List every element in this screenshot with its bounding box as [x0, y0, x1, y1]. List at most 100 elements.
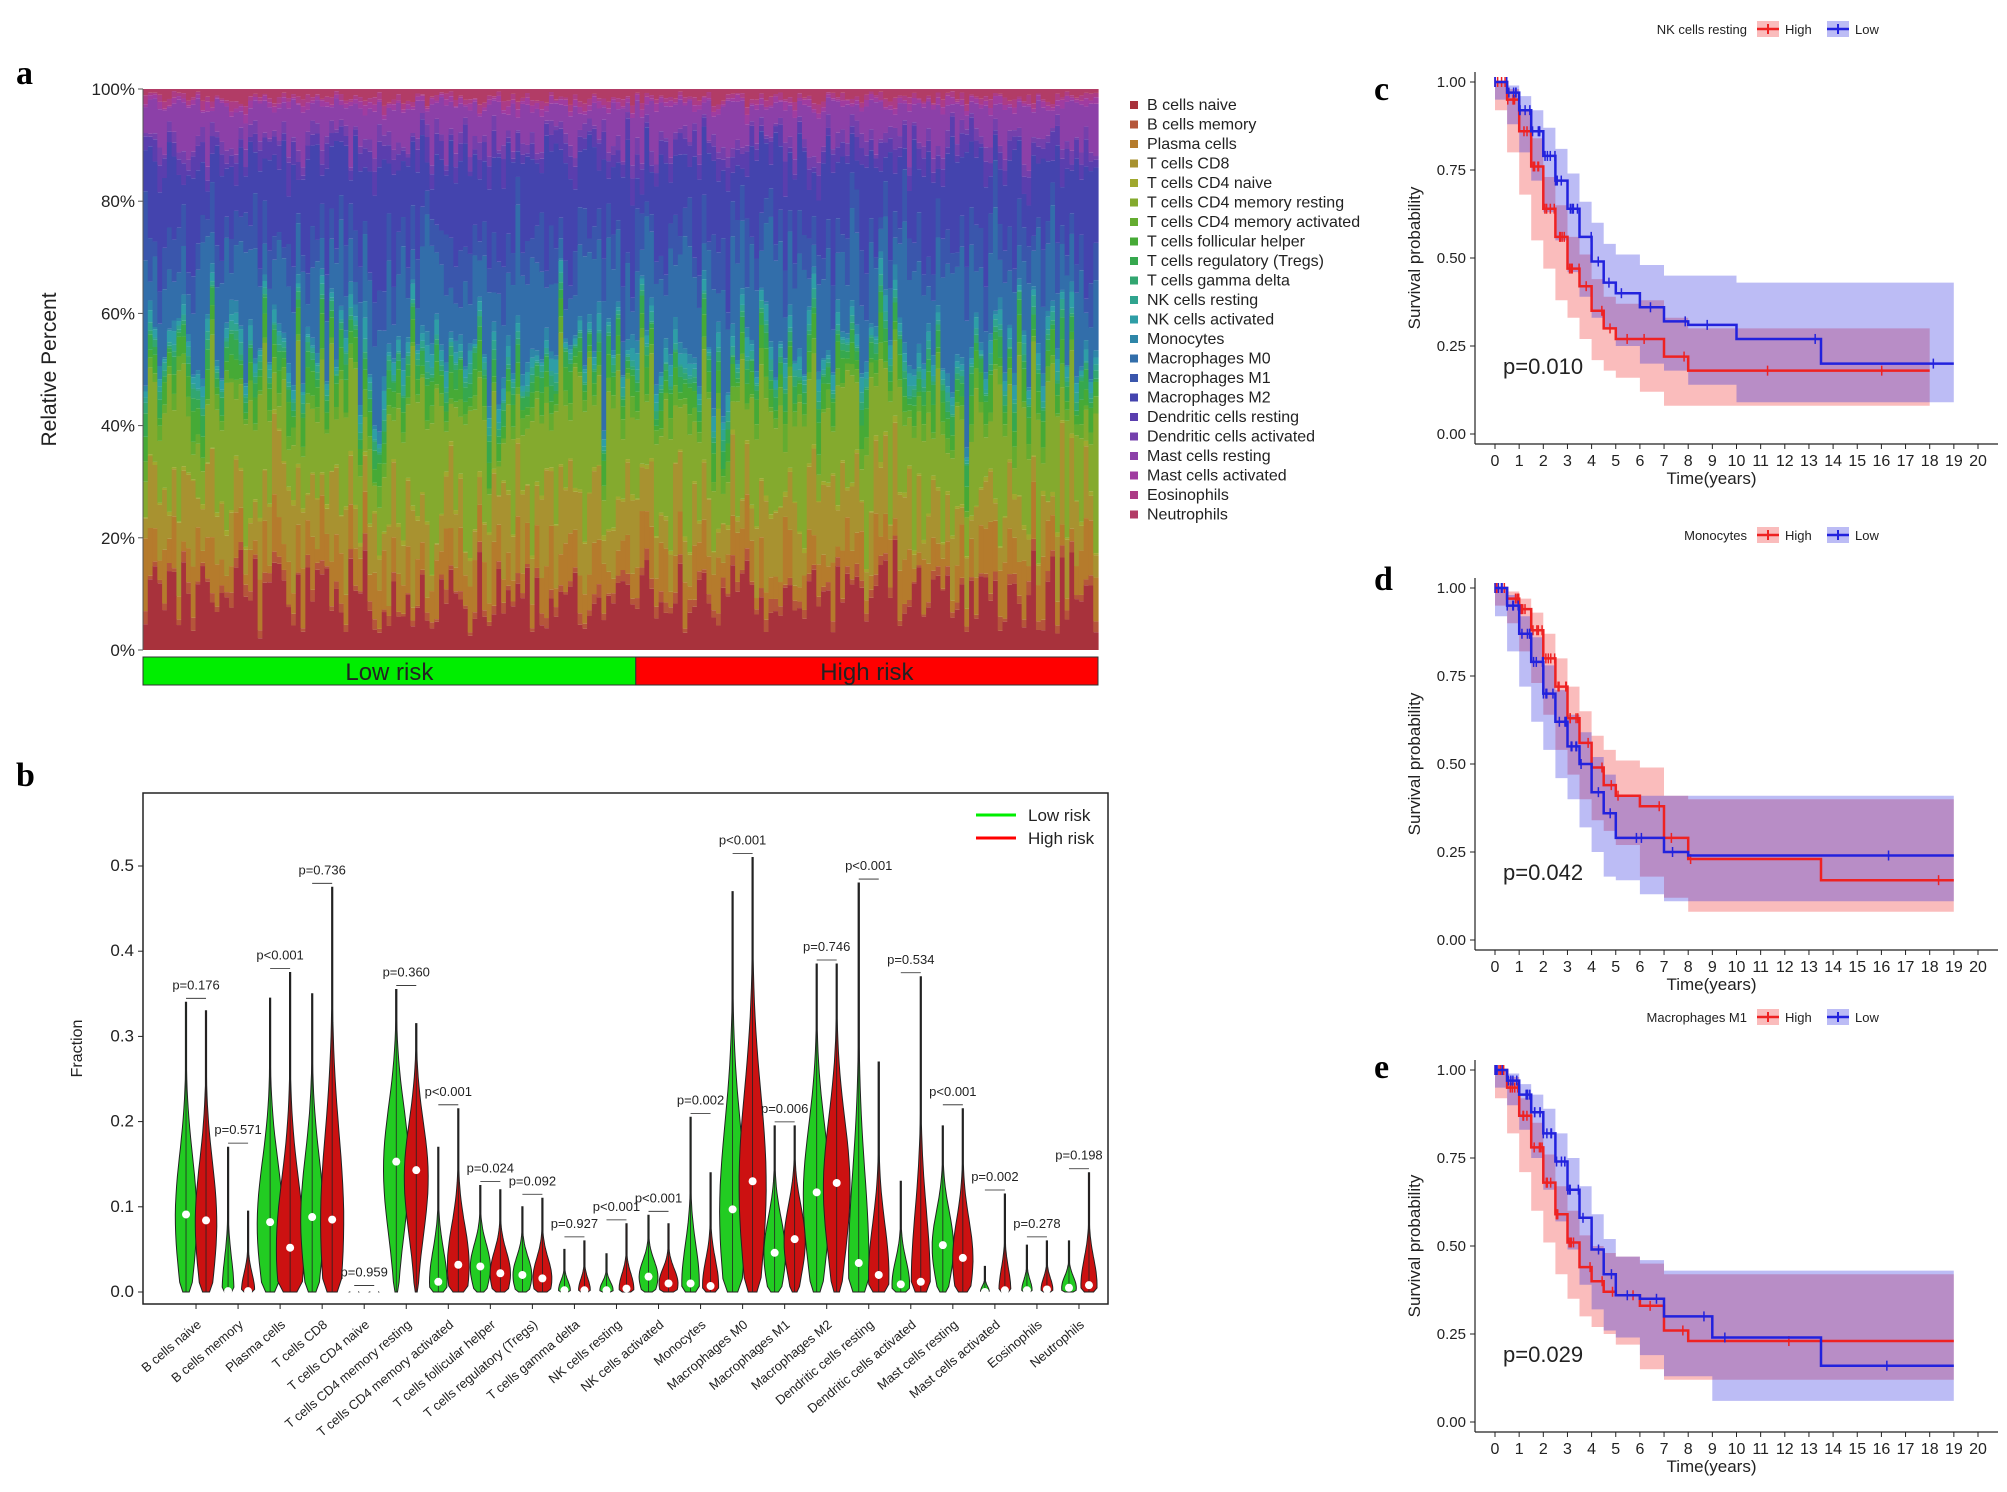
bar-segment — [801, 89, 808, 98]
bar-segment — [902, 497, 908, 560]
bar-segment — [400, 545, 407, 586]
bar-segment — [1016, 245, 1023, 279]
bar-segment — [491, 115, 497, 131]
sample-bar — [209, 89, 216, 650]
bar-segment — [171, 516, 178, 569]
bar-segment — [367, 272, 373, 281]
bar-segment — [267, 89, 273, 99]
bar-segment — [362, 417, 369, 452]
bar-segment — [1050, 110, 1056, 128]
bar-segment — [582, 208, 588, 257]
bar-segment — [529, 100, 536, 106]
bar-segment — [271, 106, 278, 113]
bar-segment — [276, 145, 283, 170]
bar-segment — [281, 92, 287, 98]
bar-segment — [1088, 93, 1094, 101]
bar-segment — [362, 338, 369, 353]
bar-segment — [873, 257, 879, 269]
bar-segment — [1083, 106, 1090, 127]
bar-segment — [291, 385, 297, 391]
bar-segment — [692, 130, 698, 157]
bar-segment — [396, 523, 402, 528]
bar-segment — [171, 320, 178, 332]
bar-segment — [429, 219, 435, 246]
bar-segment — [591, 383, 598, 396]
sample-bar — [983, 89, 989, 650]
sample-bar — [147, 89, 154, 650]
bar-segment — [911, 583, 918, 650]
bar-segment — [143, 104, 149, 108]
bar-segment — [883, 560, 889, 650]
bar-segment — [195, 135, 201, 146]
bar-segment — [357, 405, 364, 416]
bar-segment — [792, 110, 798, 118]
bar-segment — [529, 382, 536, 393]
bar-segment — [224, 100, 230, 103]
bar-segment — [682, 582, 688, 629]
bar-segment — [305, 520, 311, 555]
bar-segment — [997, 309, 1004, 325]
bar-segment — [1031, 108, 1037, 113]
bar-segment — [1031, 235, 1037, 251]
bar-segment — [510, 151, 517, 159]
bar-segment — [1021, 101, 1027, 104]
bar-segment — [735, 516, 741, 522]
bar-segment — [353, 135, 359, 231]
bar-segment — [224, 150, 230, 164]
bar-segment — [209, 136, 216, 154]
bar-segment — [1007, 226, 1013, 271]
bar-segment — [773, 388, 779, 390]
bar-segment — [434, 252, 440, 314]
bar-segment — [988, 213, 994, 254]
bar-segment — [673, 89, 679, 99]
bar-segment — [295, 283, 302, 288]
bar-segment — [969, 96, 975, 102]
bar-segment — [233, 154, 240, 164]
bar-segment — [907, 190, 913, 239]
bar-segment — [1078, 438, 1085, 522]
bar-segment — [606, 354, 612, 378]
bar-segment — [758, 348, 765, 365]
bar-segment — [625, 459, 631, 463]
bar-segment — [954, 565, 961, 603]
bar-segment — [1055, 625, 1061, 634]
bar-segment — [453, 593, 459, 650]
bar-segment — [587, 98, 593, 106]
bar-segment — [400, 103, 407, 110]
sample-bar — [267, 89, 273, 650]
bar-segment — [162, 487, 168, 490]
bar-segment — [821, 481, 827, 485]
bar-segment — [921, 379, 927, 388]
bar-segment — [314, 100, 321, 124]
bar-segment — [190, 411, 197, 442]
bar-segment — [505, 404, 512, 491]
bar-segment — [649, 578, 655, 589]
bar-segment — [233, 108, 240, 113]
bar-segment — [921, 539, 927, 544]
bar-segment — [510, 536, 517, 581]
bar-segment — [224, 163, 230, 169]
bar-segment — [1050, 556, 1056, 650]
bar-segment — [577, 316, 583, 321]
bar-segment — [859, 148, 865, 165]
bar-segment — [262, 297, 268, 314]
bar-segment — [548, 371, 555, 376]
bar-segment — [391, 572, 397, 582]
bar-segment — [1012, 583, 1018, 650]
bar-segment — [940, 277, 946, 369]
bar-segment — [687, 612, 693, 650]
bar-segment — [849, 300, 856, 307]
bar-segment — [615, 314, 622, 319]
bar-segment — [372, 89, 378, 98]
bar-segment — [1021, 401, 1027, 408]
bar-segment — [228, 333, 235, 355]
bar-segment — [973, 577, 980, 615]
bar-segment — [185, 416, 192, 473]
bar-segment — [567, 359, 574, 364]
bar-segment — [525, 391, 531, 397]
bar-segment — [997, 259, 1004, 298]
bar-segment — [711, 482, 717, 492]
bar-segment — [563, 99, 569, 106]
bar-segment — [396, 154, 402, 171]
bar-segment — [959, 119, 965, 134]
